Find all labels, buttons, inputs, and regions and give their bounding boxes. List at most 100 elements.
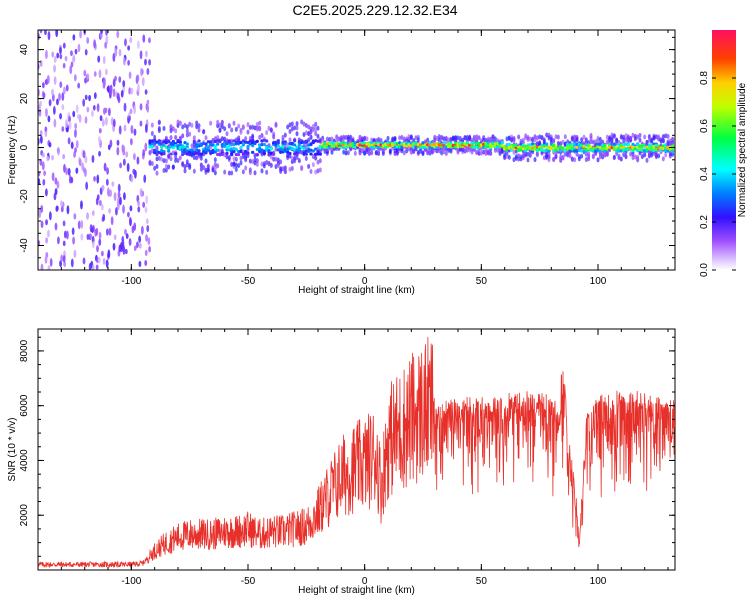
spectrogram-cell xyxy=(124,38,127,47)
spectrogram-cell xyxy=(227,170,231,176)
spectrogram-cell xyxy=(241,142,245,146)
x-tick-label: 100 xyxy=(590,276,607,287)
colorbar-label: Normalized spectral amplitude xyxy=(737,82,748,217)
spectrogram-cell xyxy=(178,120,182,126)
spectrogram-cell xyxy=(142,149,146,157)
spectrogram-cell xyxy=(533,137,537,143)
spectrogram-cell xyxy=(468,135,472,141)
spectrogram-cell xyxy=(55,205,59,212)
spectrogram-cell xyxy=(260,143,264,147)
spectrogram-cell xyxy=(645,148,649,152)
spectrogram-cell xyxy=(128,87,132,95)
spectrogram-cell xyxy=(489,136,493,142)
spectrogram-cell xyxy=(367,150,371,156)
spectrogram-cell xyxy=(519,156,523,162)
snr-panel: -100 -50 0 50 100 2000 4000 6000 8000 Height of… xyxy=(7,328,676,596)
spectrogram-cell xyxy=(136,156,140,165)
spectrogram-cell xyxy=(128,238,132,246)
spectrogram-cell xyxy=(162,125,166,131)
spectrogram-cell xyxy=(47,229,50,238)
spectrogram-x-axis-label: Height of straight line (km) xyxy=(298,285,415,296)
spectrogram-cell xyxy=(407,146,411,152)
x-tick-label: 50 xyxy=(476,276,488,287)
spectrogram-cell xyxy=(293,147,297,152)
spectrogram-cell xyxy=(146,225,150,233)
spectrogram-cell xyxy=(41,161,45,171)
spectrogram-cell xyxy=(554,144,558,148)
spectrogram-cell xyxy=(86,233,90,241)
spectrogram-cell xyxy=(239,140,243,145)
spectrogram-cell xyxy=(109,84,113,94)
spectrogram-cell xyxy=(213,161,217,167)
spectrogram-cell xyxy=(272,152,276,157)
spectrogram-cell xyxy=(552,138,556,144)
spectrogram-cell xyxy=(202,147,206,151)
spectrogram-cell xyxy=(633,154,637,160)
spectrogram-cell xyxy=(661,146,665,151)
spectrogram-cell xyxy=(92,224,95,233)
spectrogram-cell xyxy=(477,135,481,141)
spectrogram-cell xyxy=(218,122,222,128)
spectrogram-cell xyxy=(51,51,55,58)
x-tick-label: 100 xyxy=(590,576,607,587)
spectrogram-cell xyxy=(241,124,245,130)
spectrogram-cell xyxy=(44,126,48,132)
spectrogram-cell xyxy=(666,133,670,139)
spectrogram-cell xyxy=(45,237,48,244)
spectrogram-cell xyxy=(554,154,558,160)
spectrogram-cell xyxy=(133,153,136,161)
spectrogram-cell xyxy=(659,148,663,152)
spectrogram-cell xyxy=(414,141,418,145)
spectrogram-cell xyxy=(276,139,280,143)
spectrogram-cell xyxy=(491,134,495,140)
spectrogram-cell xyxy=(139,103,143,111)
spectrogram-cell xyxy=(241,169,245,175)
spectrogram-cell xyxy=(288,128,292,134)
spectrogram-cell xyxy=(84,168,87,178)
spectrogram-cell xyxy=(78,114,82,123)
spectrogram-cell xyxy=(216,163,220,169)
spectrogram-cell xyxy=(116,139,120,146)
spectrogram-cell xyxy=(227,141,231,145)
spectrogram-cell xyxy=(97,256,101,264)
spectrogram-cell xyxy=(123,192,126,201)
spectrogram-cell xyxy=(524,135,528,141)
spectrogram-cell xyxy=(197,123,201,129)
spectrogram-cell xyxy=(167,147,171,151)
spectrogram-cell xyxy=(72,236,75,245)
spectrogram-cell xyxy=(244,149,248,154)
spectrogram-cell xyxy=(239,149,243,153)
spectrogram-cell xyxy=(416,137,420,143)
spectrogram-cell xyxy=(421,145,425,149)
spectrogram-cell xyxy=(237,163,241,169)
spectrogram-cell xyxy=(507,154,511,160)
spectrogram-cell xyxy=(116,201,120,211)
spectrogram-cell xyxy=(584,151,588,157)
spectrogram-cell xyxy=(86,73,90,80)
spectrogram-cell xyxy=(309,134,313,140)
spectrogram-cell xyxy=(335,134,339,140)
spectrogram-cell xyxy=(451,135,455,141)
spectrogram-cell xyxy=(185,124,189,130)
spectrogram-cell xyxy=(248,167,252,173)
spectrogram-cell xyxy=(302,146,306,150)
spectrogram-cell xyxy=(307,124,311,130)
spectrogram-cell xyxy=(540,135,544,141)
spectrogram-cell xyxy=(109,139,113,148)
spectrogram-cell xyxy=(295,153,299,157)
spectrogram-cell xyxy=(183,164,187,170)
spectrogram-cell xyxy=(122,57,126,66)
spectrogram-cell xyxy=(325,147,329,153)
spectrogram-cell xyxy=(318,152,322,156)
spectrogram-cell xyxy=(461,137,465,143)
spectrogram-cell xyxy=(596,135,600,141)
spectrogram-cell xyxy=(174,128,178,134)
spectrogram-cell xyxy=(447,147,451,153)
spectrogram-cell xyxy=(542,148,546,153)
spectrogram-cell xyxy=(98,150,101,157)
spectrogram-cell xyxy=(144,142,148,152)
spectrogram-cell xyxy=(93,175,96,182)
spectrogram-cell xyxy=(253,125,257,131)
spectrogram-cell xyxy=(269,127,273,133)
spectrogram-cell xyxy=(232,120,236,126)
